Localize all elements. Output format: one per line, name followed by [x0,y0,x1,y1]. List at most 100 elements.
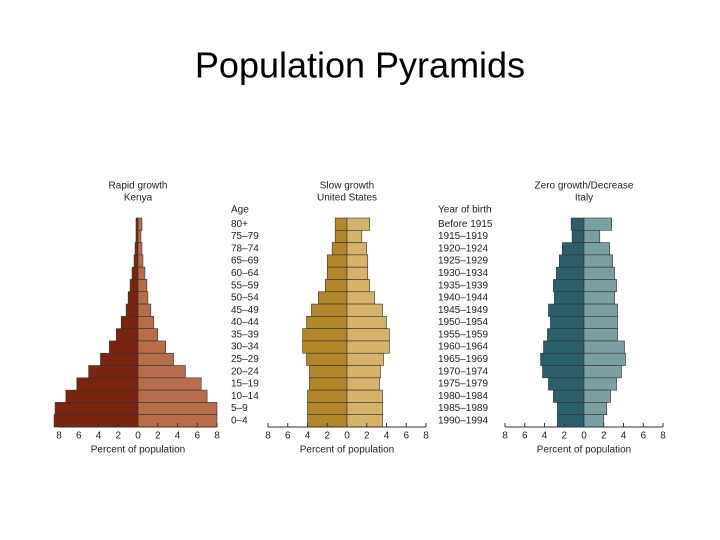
category-label: 1970–1974 [438,366,488,377]
bar [346,340,390,354]
bar [137,328,159,342]
bar [346,217,371,231]
category-label: 65–69 [231,256,259,267]
x-axis-label: Percent of population [537,445,632,456]
bar [137,352,174,366]
bar [547,328,585,342]
category-label: 1930–1934 [438,268,488,279]
category-label: 50–54 [231,293,259,304]
bar [120,316,139,329]
x-tick-label: 8 [265,431,271,442]
bar [583,340,625,354]
category-label: 35–39 [231,329,259,340]
x-tick-label: 2 [115,431,121,442]
bar [131,266,139,280]
bar [570,217,585,231]
x-tick-label: 6 [640,431,646,442]
bar [134,242,139,256]
category-label: 15–19 [231,379,259,390]
x-tick-label: 8 [214,431,220,442]
x-tick-label: 8 [660,431,666,442]
bar [137,217,143,231]
bar [583,229,601,243]
bar [556,266,585,280]
bar [346,254,369,268]
category-label: 30–34 [231,342,259,353]
bar [137,242,143,256]
x-tick-label: 2 [324,431,330,442]
bar [137,402,218,416]
bar [137,279,148,293]
bar [309,377,348,391]
bar [550,316,585,329]
x-tick-label: 4 [175,431,181,442]
bar [311,303,348,317]
bar [137,389,208,403]
category-label: 1915–1919 [438,231,488,242]
category-header: Year of birth [438,205,492,216]
bar [127,291,139,305]
bar [326,254,348,268]
bar [346,242,368,256]
bar [583,266,615,280]
bar [88,365,139,379]
category-label: 1965–1969 [438,354,488,365]
bar [346,414,383,428]
x-axis-label: Percent of population [300,445,395,456]
category-label: 78–74 [231,243,259,254]
bar [53,414,139,428]
bar [583,402,608,416]
x-tick-label: 6 [403,431,409,442]
bar [137,340,166,354]
slide-title: Population Pyramids [195,45,525,86]
bar [553,279,585,293]
bar [326,266,348,280]
bar [137,266,146,280]
bar [346,402,383,416]
bar [557,402,585,416]
bar [307,402,348,416]
bar [65,389,139,403]
category-label: 0–4 [231,415,248,426]
category-label: 1940–1944 [438,293,488,304]
bar [346,316,387,329]
bar [583,365,622,379]
category-label: 5–9 [231,403,248,414]
bar [334,217,348,231]
category-label: 1935–1939 [438,280,488,291]
bar [129,279,139,293]
x-tick-label: 2 [155,431,161,442]
bar [137,229,142,243]
bar [543,340,585,354]
category-label: 1945–1949 [438,305,488,316]
category-label: 1960–1964 [438,342,488,353]
bar [137,316,155,329]
x-tick-label: 4 [621,431,627,442]
x-tick-label: 4 [384,431,390,442]
chart-subtitle: Italy [575,193,593,204]
bar [583,279,617,293]
category-label: 20–24 [231,366,259,377]
x-tick-label: 6 [76,431,82,442]
x-tick-label: 0 [581,431,587,442]
bar [583,389,611,403]
x-tick-label: 2 [364,431,370,442]
bar [583,316,618,329]
category-label: 1920–1924 [438,243,488,254]
bar [346,377,380,391]
category-label: 55–59 [231,280,259,291]
x-tick-label: 6 [285,431,291,442]
bar [346,229,363,243]
chart-subtitle: United States [317,193,377,204]
bar [583,377,617,391]
bar [571,229,585,243]
bar [346,279,371,293]
bar [137,303,152,317]
x-axis-label: Percent of population [91,445,186,456]
category-label: 75–79 [231,231,259,242]
bar [583,352,626,366]
bar [553,389,585,403]
bar [583,414,605,428]
bar [559,254,585,268]
bar [557,414,585,428]
